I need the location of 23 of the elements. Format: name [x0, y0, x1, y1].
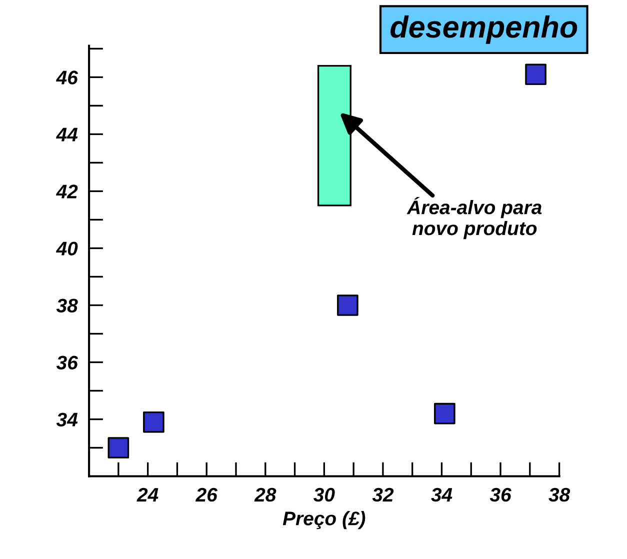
point [143, 411, 164, 433]
x-tick-label: 32 [372, 488, 394, 502]
x-tick-label: 36 [490, 488, 512, 502]
x-tick-label: 28 [254, 488, 276, 502]
y-tick-label: 44 [56, 128, 78, 142]
y-tick-label: 34 [56, 412, 78, 426]
point [434, 402, 456, 424]
x-tick-label: 30 [314, 488, 335, 502]
y-tick-label: 38 [56, 298, 78, 312]
point [337, 294, 358, 316]
x-tick-label: 26 [195, 488, 218, 502]
y-tick-label: 46 [56, 70, 78, 84]
y-tick-label: 40 [56, 242, 78, 256]
point [108, 437, 130, 458]
chart-title: desempenho [390, 15, 578, 44]
x-axis-title: Preço (£) [282, 511, 366, 530]
annotation: Área-alvo para novo produto [406, 196, 542, 240]
x-tick-label: 34 [431, 488, 452, 502]
x-tick-label: 24 [136, 488, 158, 502]
y-tick-label: 36 [56, 356, 78, 370]
point [525, 64, 546, 85]
x-tick-label: 38 [548, 488, 570, 502]
y-tick-label: 42 [56, 184, 78, 198]
